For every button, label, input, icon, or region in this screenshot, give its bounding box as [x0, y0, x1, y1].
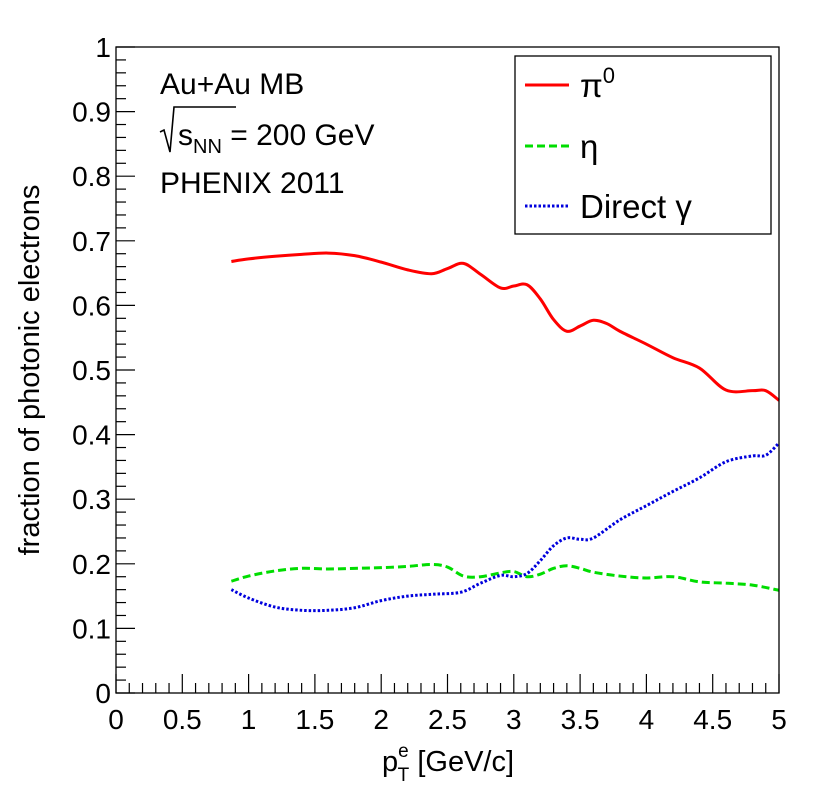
y-tick-label: 0.4	[72, 420, 111, 451]
legend: π0 η Direct γ	[514, 55, 772, 235]
x-tick-label: 4	[639, 704, 655, 735]
y-tick-label: 0.7	[72, 226, 111, 257]
x-tick-label: 2	[373, 704, 389, 735]
x-tick-label: 5	[771, 704, 787, 735]
x-tick-label: 2.5	[428, 704, 467, 735]
annotation-block: Au+Au MB sNN = 200 GeV PHENIX 2011	[159, 68, 375, 200]
y-axis-label: fraction of photonic electrons	[14, 185, 46, 556]
series-layer	[230, 251, 781, 613]
annotation-energy-rest: = 200 GeV	[222, 119, 375, 152]
legend-label-1: η	[580, 128, 598, 165]
y-tick-label: 0.3	[72, 484, 111, 515]
x-axis-label-sub: T	[398, 765, 410, 786]
x-tick-label: 0.5	[163, 704, 202, 735]
x-tick-label: 3.5	[561, 704, 600, 735]
y-tick-label: 0.6	[72, 290, 111, 321]
sqrt-sign	[159, 106, 236, 153]
y-tick-label: 0.1	[72, 613, 111, 644]
x-axis-label-rest: [GeV/c]	[409, 746, 514, 778]
y-tick-label: 0.9	[72, 97, 111, 128]
x-axis-label-sup: e	[398, 741, 409, 762]
y-tick-label: 0.2	[72, 549, 111, 580]
x-tick-label: 1.5	[295, 704, 334, 735]
annotation-energy: sNN = 200 GeV	[178, 119, 375, 158]
tick-labels-layer: 0 0.5 1 1.5 2 2.5 3 3.5 4 4.5 5 0 0.1 0.2 0.3 0.4 0.5 0.6…	[72, 32, 787, 735]
y-tick-label: 0.5	[72, 355, 111, 386]
x-tick-label: 4.5	[693, 704, 732, 735]
legend-label-2: Direct γ	[580, 188, 692, 225]
legend-entries: π0 η Direct γ	[525, 63, 692, 225]
x-axis-label-main: p	[382, 746, 398, 778]
y-tick-label: 1	[95, 32, 111, 63]
x-tick-label: 0	[108, 704, 124, 735]
x-axis-label: pe T [GeV/c]	[382, 741, 514, 786]
y-tick-label: 0.8	[72, 161, 111, 192]
x-tick-label: 3	[506, 704, 522, 735]
x-tick-label: 1	[241, 704, 257, 735]
annotation-energy-sub: NN	[193, 136, 222, 158]
legend-label-0: π0	[580, 63, 615, 104]
annotation-experiment: PHENIX 2011	[160, 167, 345, 200]
ticks-layer	[115, 46, 780, 694]
y-tick-label: 0	[95, 678, 111, 709]
annotation-collision: Au+Au MB	[160, 68, 304, 101]
series-line-0	[231, 251, 780, 402]
annotation-energy-symbol: s	[178, 119, 193, 152]
series-line-direct	[230, 441, 781, 613]
